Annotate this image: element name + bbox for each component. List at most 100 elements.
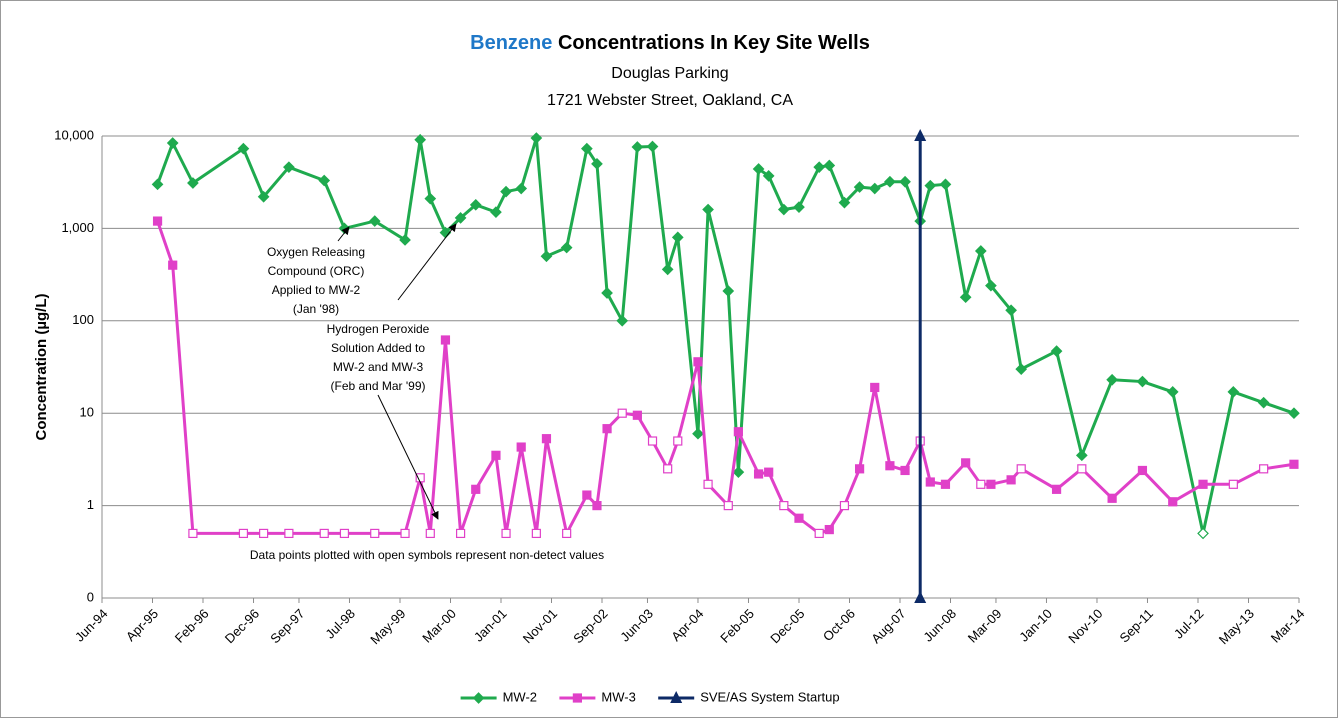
data-point <box>424 192 437 205</box>
data-point <box>823 159 836 172</box>
annotation-arrow <box>397 223 457 301</box>
data-point <box>582 490 592 500</box>
legend-label: MW-2 <box>503 689 537 704</box>
data-point <box>779 501 789 511</box>
data-point <box>733 427 743 437</box>
annotation: Compound (ORC) <box>268 264 365 278</box>
data-point <box>455 528 466 539</box>
data-point <box>440 335 451 345</box>
data-point <box>602 424 612 434</box>
data-point <box>722 285 735 297</box>
annotation: Solution Added to <box>331 341 425 355</box>
data-point <box>884 175 896 188</box>
data-point <box>1016 464 1026 474</box>
data-point <box>762 170 775 182</box>
annotation: Hydrogen Peroxide <box>327 322 430 336</box>
data-point <box>617 408 627 418</box>
data-point <box>925 477 935 487</box>
data-point <box>813 161 826 174</box>
data-point <box>940 479 951 489</box>
y-tick-label: 1 <box>87 497 94 512</box>
annotation: MW-2 and MW-3 <box>333 360 424 374</box>
data-point <box>959 291 972 304</box>
data-point <box>647 436 658 446</box>
data-point <box>490 206 502 218</box>
annotation: (Feb and Mar '99) <box>331 379 426 393</box>
data-point <box>257 190 270 203</box>
annotation: Data points plotted with open symbols re… <box>250 548 604 562</box>
data-point <box>530 132 543 144</box>
data-point <box>732 466 745 479</box>
data-point <box>693 357 703 367</box>
annotation: Applied to MW-2 <box>272 283 361 297</box>
y-tick-label: 1,000 <box>61 220 94 235</box>
data-point <box>592 501 602 511</box>
data-point <box>188 528 198 539</box>
legend-marker <box>472 692 485 704</box>
data-point <box>1006 475 1016 485</box>
data-point <box>1257 396 1270 409</box>
data-point <box>870 382 880 393</box>
data-point <box>491 450 501 460</box>
data-point <box>541 434 552 444</box>
data-point <box>777 203 790 216</box>
data-point <box>939 178 952 191</box>
data-point <box>1051 484 1062 494</box>
data-point <box>1107 493 1117 503</box>
data-point <box>1166 386 1179 398</box>
data-point <box>237 142 250 155</box>
data-point <box>631 141 644 153</box>
data-point <box>1005 304 1017 317</box>
data-point <box>469 198 482 211</box>
data-point <box>764 467 774 477</box>
data-point <box>723 501 733 511</box>
data-point <box>152 216 163 226</box>
data-point <box>339 528 350 539</box>
data-point <box>1077 464 1087 474</box>
data-point <box>414 133 427 146</box>
data-point <box>824 524 834 535</box>
data-point <box>976 479 986 489</box>
data-point <box>703 479 713 489</box>
data-point <box>673 436 683 446</box>
data-point <box>914 129 927 141</box>
data-point <box>838 196 851 209</box>
data-point <box>368 215 381 227</box>
data-point <box>415 473 425 483</box>
data-point <box>591 157 603 170</box>
data-point <box>187 177 199 189</box>
data-point <box>400 528 410 539</box>
data-point <box>961 458 971 468</box>
data-point <box>283 161 295 174</box>
data-point <box>1228 479 1238 489</box>
annotation-arrows <box>337 223 457 520</box>
data-point <box>1168 497 1178 507</box>
y-tick-label: 10 <box>80 405 94 420</box>
data-point <box>501 528 511 539</box>
data-point <box>986 479 996 489</box>
data-point <box>1137 465 1148 476</box>
data-point <box>616 314 629 327</box>
data-point <box>284 528 294 539</box>
legend-marker <box>670 691 683 703</box>
title-highlight: Benzene <box>470 32 552 54</box>
data-point <box>753 469 764 479</box>
data-point <box>868 182 881 195</box>
data-point <box>516 442 526 452</box>
data-point <box>692 427 704 440</box>
data-point <box>454 212 467 224</box>
legend-label: MW-3 <box>601 689 635 704</box>
data-point <box>515 182 528 195</box>
data-point <box>151 178 164 191</box>
data-point <box>814 528 824 539</box>
data-point <box>1227 386 1240 398</box>
data-point <box>540 250 553 263</box>
data-point <box>899 175 911 188</box>
chart-title: Benzene Concentrations In Key Site Wells <box>470 32 870 54</box>
data-point <box>853 181 866 193</box>
y-tick-label: 10,000 <box>54 127 94 142</box>
y-axis-label: Concentration (µg/L) <box>33 294 50 441</box>
data-point <box>560 241 573 254</box>
data-point <box>646 140 659 153</box>
data-point <box>985 279 997 292</box>
